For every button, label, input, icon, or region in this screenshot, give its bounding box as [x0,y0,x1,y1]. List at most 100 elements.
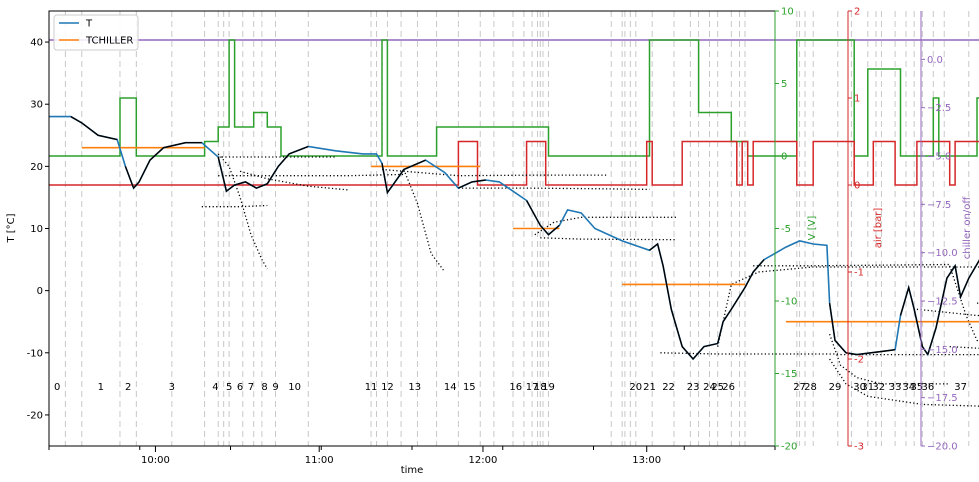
event-label: 18 [534,382,547,393]
v-axis-tick-label: -5 [781,224,791,235]
air-axis-label: air [bar] [873,208,884,249]
t-axis-tick-label: 40 [30,38,43,49]
dotted-curve [949,265,979,343]
legend-label-t: T [85,19,93,30]
event-label: 20 [629,382,642,393]
legend-label-tchiller: TCHILLER [85,36,133,47]
fit-curve [717,259,765,344]
t-axis-tick-label: 30 [30,100,43,111]
t-axis-tick-label: 10 [30,224,43,235]
fit-curve [70,115,118,141]
chiller-axis-tick-label: −10.0 [927,248,958,259]
event-label: 14 [444,382,457,393]
event-label: 8 [261,382,267,393]
chiller-axis-tick-label: −2.5 [927,103,951,114]
event-label: 16 [509,382,522,393]
t-axis-tick-label: 20 [30,162,43,173]
fit-curve [649,242,718,361]
event-label: 6 [237,382,243,393]
event-label: 36 [921,382,934,393]
v-axis-label: V [V] [807,216,818,241]
event-label: 22 [662,382,675,393]
air-axis-tick-label: -1 [854,268,864,279]
v-axis: -20 -15 -10 -5 0 5 10 [774,7,797,453]
event-label: 0 [54,382,60,393]
fit-curve [381,159,426,195]
dotted-curve [239,170,350,191]
dotted-curve [540,237,677,241]
v-series [49,39,979,157]
fit-curve [217,145,309,193]
event-label: 30 [853,382,866,393]
air-axis-tick-label: -2 [854,355,864,366]
v-line [49,39,979,157]
fit-curve [828,302,896,356]
event-label: 34 [902,382,915,393]
dotted-curve [218,173,404,177]
event-label: 9 [272,382,278,393]
event-label: 4 [212,382,218,393]
t-axis-tick-label: 0 [37,286,43,297]
event-label: 37 [954,382,967,393]
x-axis-tick-label: 13:00 [632,455,661,466]
chiller-axis-tick-label: −5.0 [927,152,951,163]
t-axis-label: T [°C] [6,213,17,243]
event-lines [48,11,970,446]
event-label: 26 [722,382,735,393]
plot-frame [48,10,776,447]
fit-curve [458,179,486,189]
event-label: 15 [463,382,476,393]
event-label: 5 [226,382,232,393]
event-label: 3 [169,382,175,393]
v-axis-tick-label: -10 [781,297,797,308]
event-label: 21 [643,382,656,393]
event-label: 13 [408,382,421,393]
air-axis-tick-label: -3 [854,442,864,453]
chiller-axis: −20.0 −17.5 −15.0 −12.5 −10.0 −7.5 −5.0 −2.5 0.0 [920,11,958,453]
event-label: 33 [889,382,902,393]
chiller-axis-tick-label: −20.0 [927,442,958,453]
event-label: 31 [861,382,874,393]
dotted-curve [217,153,268,270]
event-label: 32 [872,382,885,393]
event-label: 24 [703,382,716,393]
air-line [49,140,979,186]
event-label: 28 [804,382,817,393]
event-label: 7 [248,382,254,393]
dotted-curve [201,204,268,208]
chiller-axis-tick-label: −7.5 [927,200,951,211]
event-label: 29 [829,382,842,393]
t-line [49,115,979,361]
dotted-curve [403,169,446,273]
fit-curve [927,259,979,355]
chiller-axis-label: chiller on/off [962,196,973,260]
event-label: 2 [125,382,131,393]
t-series [49,115,979,361]
air-series [49,140,979,186]
dotted-curve [534,216,677,236]
dotted-curves [201,153,979,407]
t-axis-tick-label: -20 [27,410,43,421]
chiller-axis-tick-label: 0.0 [927,55,943,66]
event-label: 10 [288,382,301,393]
chiller-axis-tick-label: −17.5 [927,393,958,404]
air-axis-tick-label: 2 [854,7,860,18]
event-label: 19 [542,382,555,393]
v-axis-tick-label: 10 [781,7,794,18]
x-axis-tick-label: 10:00 [141,455,170,466]
event-label: 12 [381,382,394,393]
t-axis: -20 -10 0 10 20 30 40 [27,38,49,421]
v-axis-tick-label: 0 [781,152,787,163]
x-axis-tick-label: 12:00 [469,455,498,466]
dotted-curve [381,168,609,177]
event-label: 25 [711,382,724,393]
x-axis-tick-label: 11:00 [305,455,334,466]
dotted-curve [916,308,979,317]
v-axis-tick-label: -15 [781,369,797,380]
air-axis: -3 -2 -1 0 1 2 [847,7,864,453]
chiller-axis-tick-label: −12.5 [927,297,958,308]
dotted-curve [829,358,979,407]
fit-curves [70,115,979,361]
event-label: 11 [365,382,378,393]
chiller-axis-tick-label: −15.0 [927,345,958,356]
